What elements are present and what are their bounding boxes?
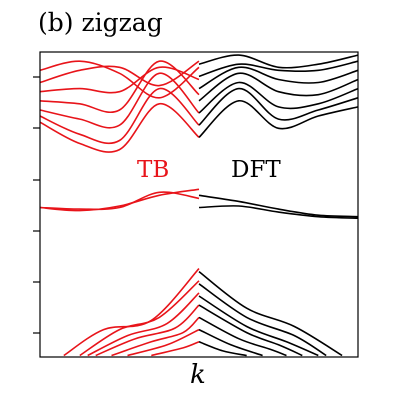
tb-band-line-8 [39, 188, 200, 212]
tb-band-line-11 [87, 292, 200, 357]
tb-label: TB [137, 157, 170, 183]
dft-band-line-17 [198, 60, 359, 78]
dft-label: DFT [231, 157, 281, 183]
dft-band-line-23 [198, 194, 359, 218]
dft-band-line-31 [198, 341, 247, 357]
y-ticks [33, 76, 40, 334]
tb-band-line-6 [39, 103, 200, 153]
tb-band-line-3 [39, 60, 200, 114]
dft-band-line-26 [198, 283, 327, 357]
tb-band-line-13 [111, 316, 200, 357]
dft-band-line-20 [198, 81, 359, 114]
tb-band-line-1 [39, 60, 200, 87]
tb-band-line-15 [151, 341, 200, 357]
dft-band-line-27 [198, 295, 319, 357]
band-curves [39, 54, 359, 357]
dft-band-line-19 [198, 72, 359, 102]
tb-band-line-10 [79, 280, 200, 357]
dft-band-line-18 [198, 66, 359, 90]
x-axis-label: k [190, 360, 206, 390]
dft-band-line-22 [198, 100, 359, 138]
dft-band-line-29 [198, 316, 287, 357]
dft-band-line-21 [198, 87, 359, 126]
tb-band-line-9 [63, 268, 200, 357]
dft-band-line-25 [198, 270, 343, 357]
tb-band-line-14 [127, 328, 200, 357]
dft-band-line-16 [198, 54, 359, 69]
tb-band-line-2 [39, 66, 200, 94]
tb-band-line-12 [95, 304, 200, 357]
dft-band-line-24 [198, 205, 359, 219]
plot-frame [39, 51, 359, 358]
dft-band-line-30 [198, 328, 263, 357]
tb-band-line-0 [39, 60, 200, 99]
dft-band-line-28 [198, 304, 303, 357]
tb-band-line-5 [39, 87, 200, 145]
tb-band-line-4 [39, 72, 200, 129]
chart-title: (b) zigzag [38, 8, 163, 37]
